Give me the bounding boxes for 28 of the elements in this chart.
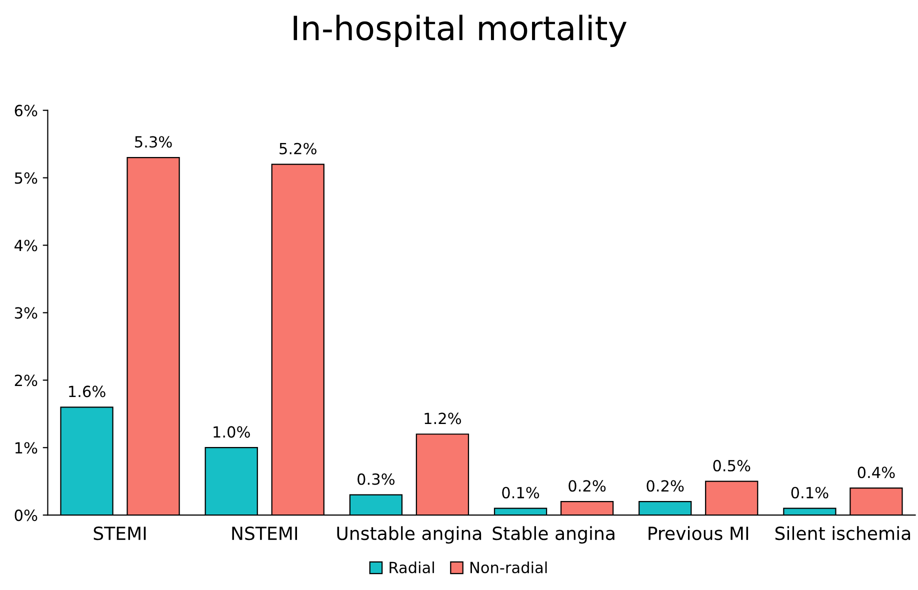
y-tick-label: 6%	[14, 104, 38, 116]
y-tick-label: 0%	[14, 510, 38, 522]
data-label: 5.2%	[280, 142, 316, 154]
chart-title: In-hospital mortality	[294, 14, 627, 48]
data-label: 0.2%	[646, 480, 684, 492]
data-label: 0.2%	[568, 480, 606, 492]
data-label: 0.4%	[858, 466, 895, 478]
y-tick-label: 5%	[14, 172, 38, 184]
x-tick-label: STEMI	[94, 526, 146, 540]
y-tick-label: 4%	[14, 240, 38, 252]
data-label: 5.3%	[135, 136, 172, 148]
data-label: 0.5%	[713, 460, 750, 472]
y-tick-label: 1%	[15, 442, 38, 454]
y-tick-label: 3%	[14, 307, 38, 319]
legend-label: Non-radial	[470, 561, 547, 574]
data-label: 0.3%	[358, 473, 395, 485]
data-label: 1.2%	[424, 412, 462, 424]
data-label: 0.1%	[791, 486, 828, 498]
legend-label: Radial	[390, 561, 434, 574]
data-label: 0.1%	[502, 486, 540, 498]
data-label: 1.0%	[214, 426, 250, 438]
x-tick-label: Previous MI	[648, 526, 748, 540]
x-tick-label: Silent ischemia	[775, 526, 910, 540]
x-tick-label: Unstable angina	[337, 526, 482, 544]
y-tick-label: 2%	[14, 374, 38, 386]
x-tick-label: Stable angina	[492, 526, 614, 544]
x-tick-label: NSTEMI	[232, 526, 297, 540]
data-label: 1.6%	[69, 386, 106, 398]
